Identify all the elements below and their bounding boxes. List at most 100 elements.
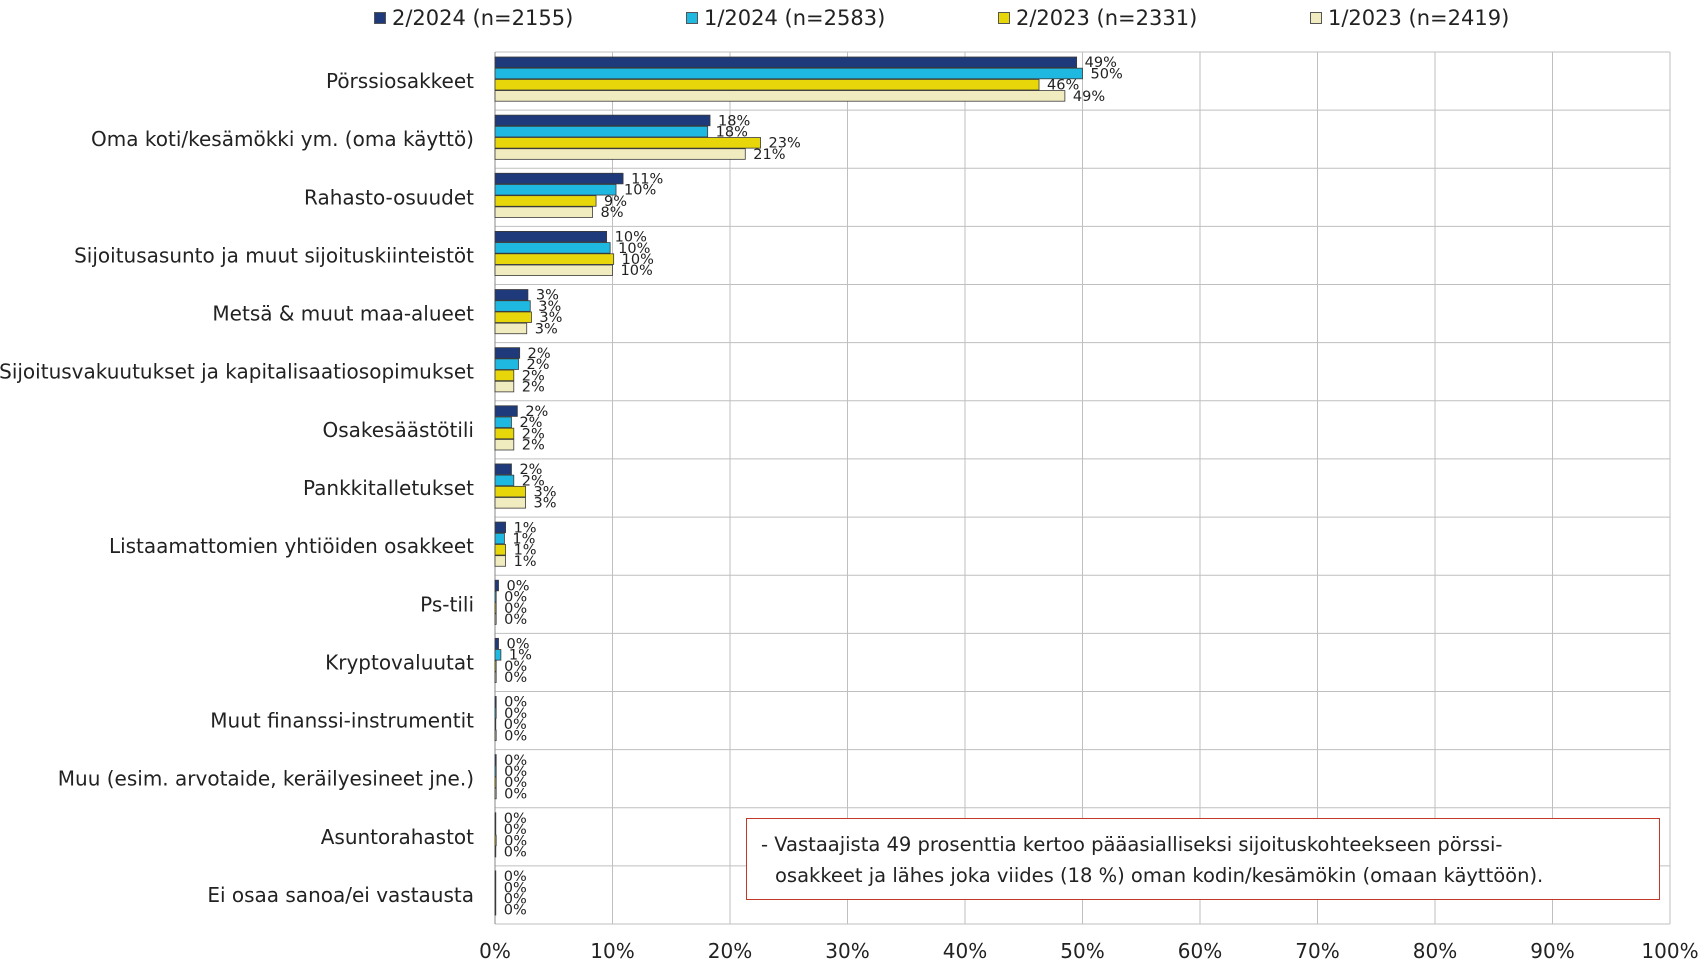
bar bbox=[494, 380, 515, 393]
bar-value-label: 0% bbox=[504, 590, 527, 606]
legend-item-2-2023: 2/2023 (n=2331) bbox=[998, 6, 1197, 30]
category-label: Muut finanssi-instrumentit bbox=[210, 709, 474, 733]
legend-label: 2/2024 (n=2155) bbox=[392, 6, 574, 30]
bar bbox=[494, 206, 593, 218]
bar-value-label: 18% bbox=[716, 125, 748, 141]
bar bbox=[494, 671, 497, 683]
bar bbox=[494, 474, 515, 487]
bar bbox=[494, 463, 512, 475]
bar-value-label: 10% bbox=[622, 252, 654, 268]
bar-value-label: 0% bbox=[504, 670, 527, 686]
category-label: Rahasto-osuudet bbox=[304, 185, 474, 209]
x-tick-label: 60% bbox=[1178, 939, 1222, 963]
bar-value-label: 2% bbox=[528, 346, 551, 362]
x-tick-label: 10% bbox=[590, 939, 634, 963]
bar-value-label: 2% bbox=[519, 462, 542, 478]
category-label: Osakesäästötili bbox=[322, 418, 474, 442]
bar-value-label: 0% bbox=[504, 880, 527, 896]
bar-value-label: 2% bbox=[519, 415, 542, 431]
bar bbox=[494, 195, 597, 207]
category-label: Asuntorahastot bbox=[321, 825, 474, 849]
bar-value-label: 50% bbox=[1091, 66, 1123, 82]
bar-value-label: 0% bbox=[507, 637, 530, 653]
bar-value-label: 0% bbox=[504, 728, 527, 744]
bar bbox=[494, 729, 497, 742]
bar bbox=[494, 532, 505, 545]
bar bbox=[494, 754, 497, 766]
legend-swatch bbox=[686, 12, 698, 24]
bar bbox=[494, 56, 1078, 69]
annotation-box: - Vastaajista 49 prosenttia kertoo pääas… bbox=[746, 818, 1660, 900]
category-label: Oma koti/kesämökki ym. (oma käyttö) bbox=[91, 127, 474, 151]
bar bbox=[494, 137, 761, 149]
bar bbox=[494, 67, 1083, 80]
category-label: Ei osaa sanoa/ei vastausta bbox=[207, 883, 474, 907]
bar bbox=[494, 845, 497, 858]
bar bbox=[494, 253, 615, 265]
bar bbox=[494, 823, 497, 835]
bar bbox=[494, 696, 497, 708]
bar-value-label: 0% bbox=[504, 753, 527, 769]
bar bbox=[494, 834, 497, 847]
bar-value-label: 0% bbox=[504, 601, 527, 617]
bar bbox=[494, 369, 515, 382]
bar-value-label: 0% bbox=[504, 833, 527, 849]
bar-value-label: 0% bbox=[504, 706, 527, 722]
bar bbox=[494, 264, 613, 277]
bar-value-label: 2% bbox=[522, 379, 545, 395]
bar-value-label: 46% bbox=[1047, 78, 1079, 94]
category-label: Kryptovaluutat bbox=[325, 650, 474, 674]
bar bbox=[494, 427, 515, 440]
category-label: Listaamattomien yhtiöiden osakkeet bbox=[109, 534, 474, 558]
bar-value-label: 0% bbox=[504, 717, 527, 733]
bar-value-label: 11% bbox=[631, 171, 663, 187]
bar bbox=[494, 591, 497, 603]
x-tick-label: 40% bbox=[943, 939, 987, 963]
bar bbox=[494, 242, 611, 254]
bar bbox=[494, 347, 521, 359]
bar bbox=[494, 521, 506, 534]
bar-value-label: 2% bbox=[522, 426, 545, 442]
category-label: Sijoitusasunto ja muut sijoituskiinteist… bbox=[74, 243, 474, 267]
bar-value-label: 2% bbox=[522, 368, 545, 384]
bar bbox=[494, 881, 497, 894]
bar bbox=[494, 787, 497, 800]
bar bbox=[494, 416, 512, 429]
bar-value-label: 0% bbox=[504, 869, 527, 885]
bar-value-label: 2% bbox=[527, 357, 550, 373]
bar bbox=[494, 90, 1066, 102]
legend-label: 1/2023 (n=2419) bbox=[1328, 6, 1510, 30]
bar-value-label: 1% bbox=[512, 531, 535, 547]
legend-swatch bbox=[1310, 12, 1322, 24]
category-label: Sijoitusvakuutukset ja kapitalisaatiosop… bbox=[0, 360, 474, 384]
bar bbox=[494, 230, 608, 243]
category-label: Pankkitalletukset bbox=[303, 476, 474, 500]
legend-label: 1/2024 (n=2583) bbox=[704, 6, 886, 30]
bar bbox=[494, 707, 497, 719]
bar bbox=[494, 125, 709, 138]
category-label: Ps-tili bbox=[420, 592, 474, 616]
bar-value-label: 2% bbox=[522, 438, 545, 454]
annotation-line-1: - Vastaajista 49 prosenttia kertoo pääas… bbox=[761, 833, 1503, 856]
bar bbox=[494, 613, 497, 625]
bar-value-label: 0% bbox=[504, 903, 527, 919]
bar bbox=[494, 148, 746, 160]
legend-item-1-2024: 1/2024 (n=2583) bbox=[686, 6, 885, 30]
x-tick-label: 0% bbox=[479, 939, 511, 963]
bar bbox=[494, 660, 497, 672]
bar-value-label: 21% bbox=[753, 147, 785, 163]
bar-value-label: 9% bbox=[604, 194, 627, 210]
bar bbox=[494, 405, 518, 417]
bar bbox=[494, 579, 499, 592]
bar-value-label: 0% bbox=[504, 775, 527, 791]
bar-value-label: 10% bbox=[621, 263, 653, 279]
bar bbox=[494, 904, 497, 916]
bar-value-label: 3% bbox=[539, 310, 562, 326]
x-tick-label: 70% bbox=[1295, 939, 1339, 963]
x-tick-label: 50% bbox=[1060, 939, 1104, 963]
bar-value-label: 49% bbox=[1073, 89, 1105, 105]
x-tick-label: 20% bbox=[708, 939, 752, 963]
bar-value-label: 0% bbox=[504, 822, 527, 838]
bar bbox=[494, 649, 502, 661]
